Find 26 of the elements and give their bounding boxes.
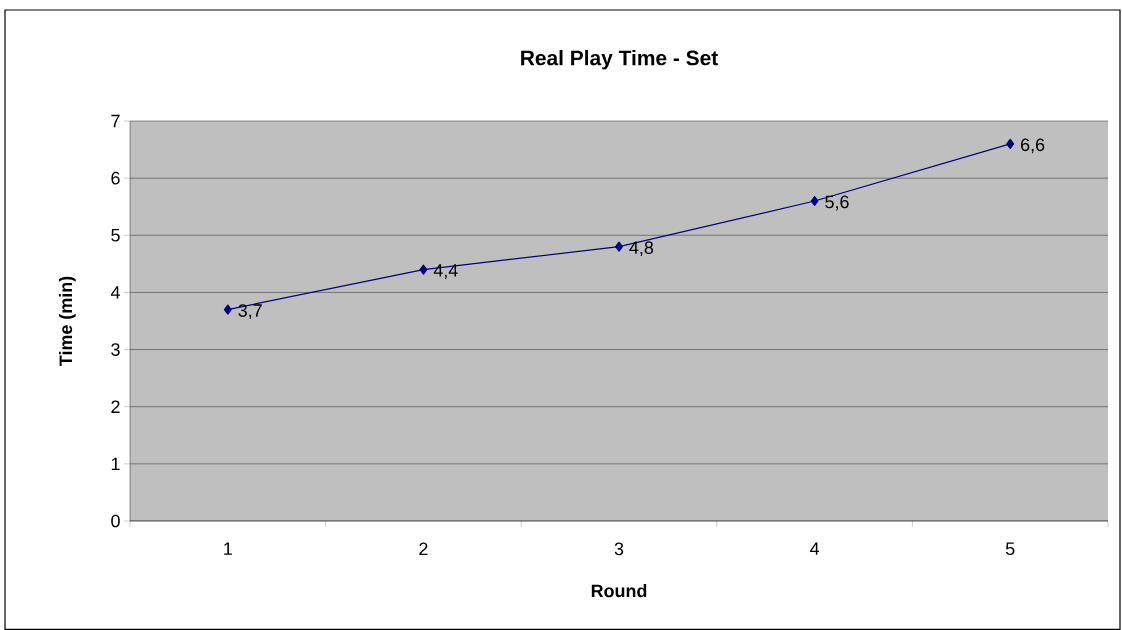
point — [419, 264, 428, 275]
data-label: 4,4 — [433, 264, 458, 279]
y-tick-label: 6 — [111, 171, 120, 185]
chart-title: Real Play Time - Set — [521, 49, 718, 70]
x-tick-label: 3 — [614, 542, 624, 556]
y-tick-label: 0 — [111, 514, 120, 528]
y-tick-label: 3 — [111, 343, 120, 356]
y-tick-label: 7 — [111, 114, 120, 128]
x-tick-label: 4 — [810, 542, 820, 555]
x-tick-label: 1 — [224, 542, 232, 555]
x-tick-label: 5 — [1005, 542, 1015, 556]
data-label: 5,6 — [825, 195, 849, 211]
y-tick-label: 4 — [110, 286, 120, 299]
point — [615, 241, 623, 252]
data-label: 6,6 — [1021, 138, 1045, 154]
x-tick-label: 2 — [419, 542, 428, 556]
y-axis-title: Time (min) — [58, 276, 76, 366]
x-axis-title: Round — [591, 584, 647, 598]
y-tick-label: 2 — [111, 400, 120, 413]
point — [810, 195, 819, 207]
data-label: 3,7 — [238, 304, 262, 319]
data-label: 4,8 — [629, 241, 654, 257]
point — [1006, 138, 1015, 149]
y-tick-label: 5 — [111, 229, 120, 242]
y-tick-label: 1 — [111, 457, 120, 471]
point — [223, 304, 232, 315]
